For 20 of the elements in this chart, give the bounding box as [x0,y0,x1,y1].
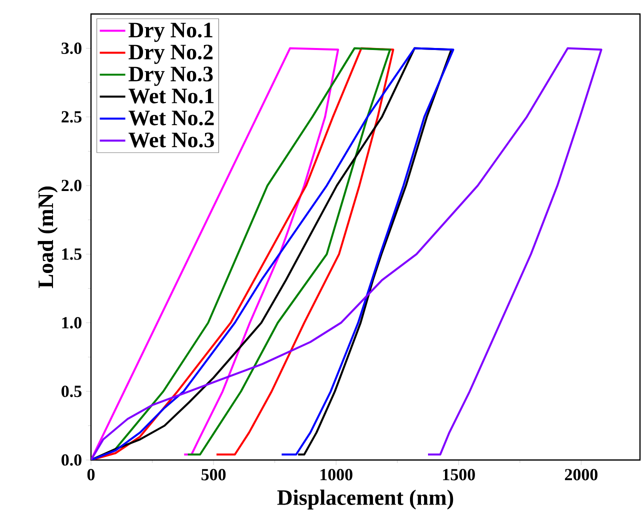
y-tick-label: 2.5 [62,111,82,123]
y-axis-title: Load (mN) [38,186,58,288]
legend-label: Wet No.2 [128,110,214,126]
x-tick-label: 1000 [320,468,352,480]
x-tick-label: 500 [202,468,226,480]
y-tick-label: 0.5 [62,386,82,398]
legend-label: Dry No.1 [128,22,212,42]
legend-label: Wet No.3 [128,132,214,148]
y-tick-label: 2.0 [62,180,82,192]
x-tick-label: 0 [87,468,95,480]
y-tick-label: 0.0 [62,454,82,466]
y-tick-label: 1.0 [62,317,82,329]
y-tick-label: 1.5 [62,248,82,260]
x-tick-label: 1500 [443,468,475,480]
legend-label: Dry No.2 [128,44,213,64]
legend-label: Dry No.3 [128,66,213,86]
x-axis-title: Displacement (nm) [277,490,454,510]
y-tick-label: 3.0 [62,42,82,54]
legend-label: Wet No.1 [128,88,214,104]
x-tick-label: 2000 [564,468,598,480]
